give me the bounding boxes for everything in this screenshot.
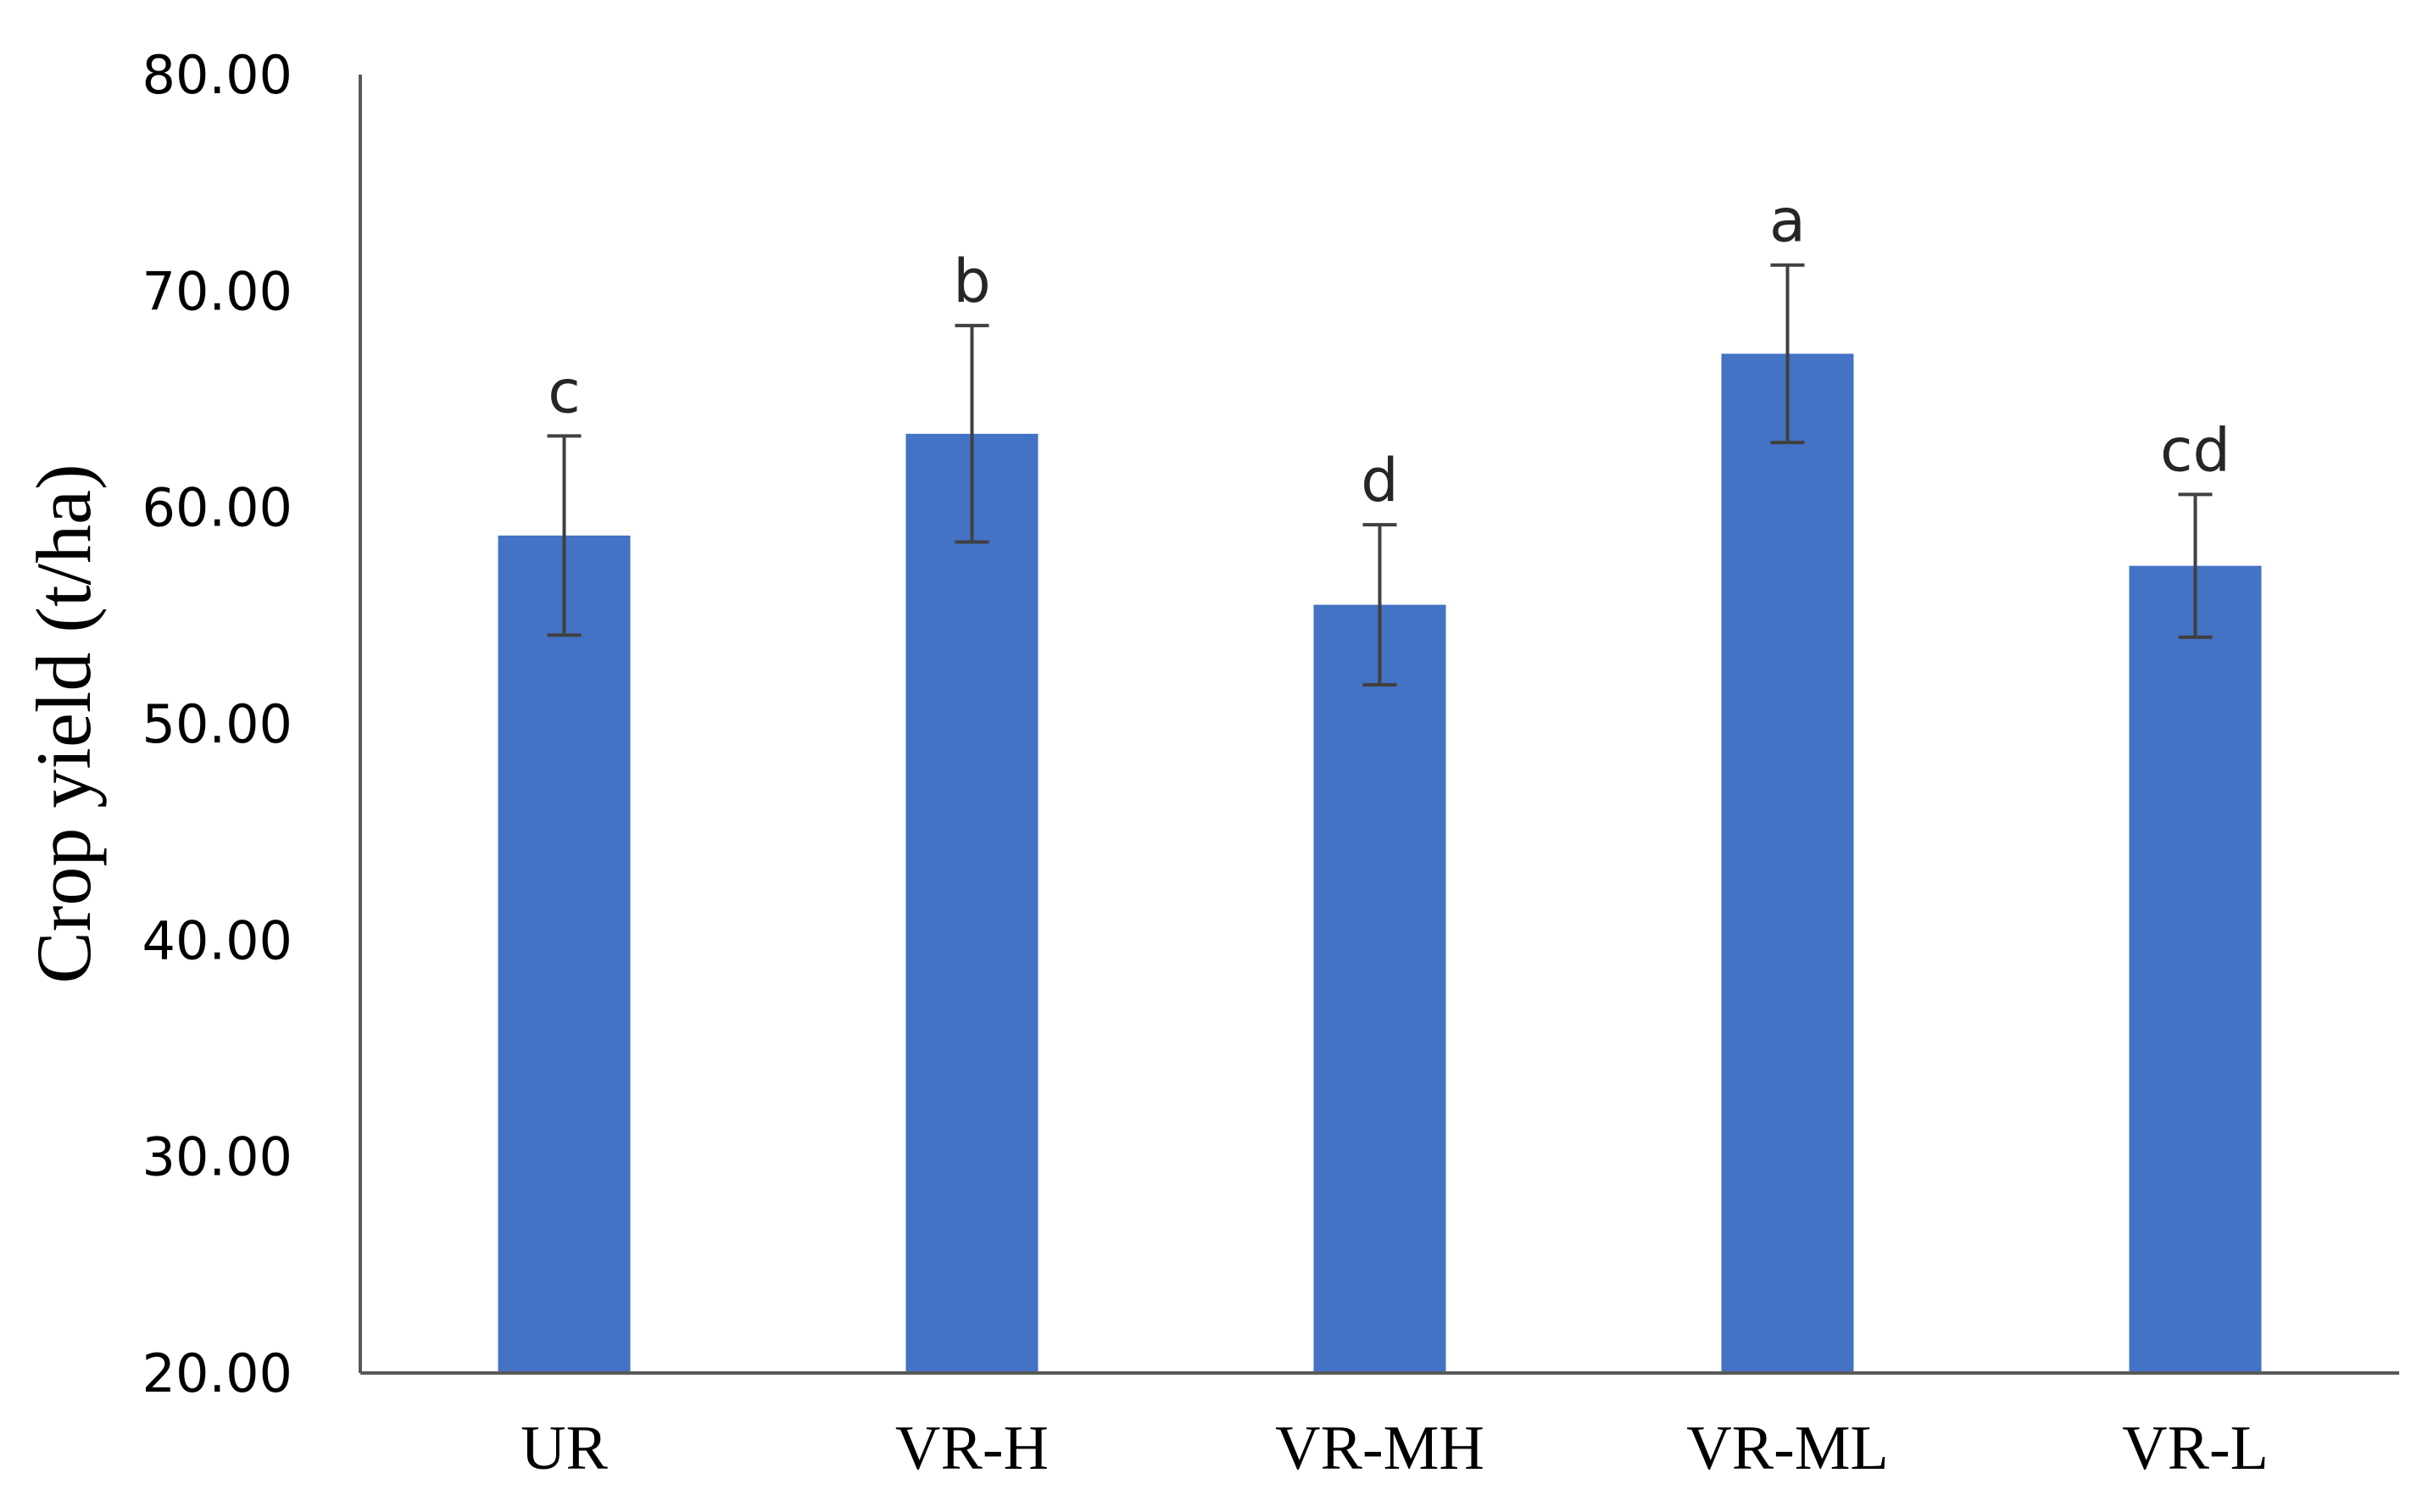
y-axis-label: Crop yield (t/ha) — [20, 464, 107, 983]
bar-vr-ml — [1721, 353, 1854, 1373]
x-tick-label: UR — [521, 1414, 608, 1483]
bar-vr-l — [2129, 565, 2262, 1373]
bar-ur — [498, 535, 631, 1373]
y-tick-label: 80.00 — [142, 44, 293, 106]
y-tick-label: 40.00 — [142, 909, 293, 971]
x-tick-label: VR-L — [2122, 1414, 2269, 1483]
bar-vr-mh — [1313, 604, 1446, 1373]
x-tick-label: VR-ML — [1686, 1414, 1888, 1483]
significance-label: a — [1769, 186, 1806, 256]
significance-label: d — [1361, 446, 1398, 515]
significance-label: b — [953, 247, 990, 316]
y-tick-label: 60.00 — [142, 477, 293, 539]
x-tick-label: VR-H — [895, 1414, 1049, 1483]
significance-labels: c b d a cd — [548, 186, 2230, 515]
error-bars — [547, 263, 2213, 687]
y-tick-label: 50.00 — [142, 693, 293, 755]
x-axis-ticks: UR VR-H VR-MH VR-ML VR-L — [521, 1414, 2269, 1483]
y-tick-label: 70.00 — [142, 260, 293, 322]
bars — [498, 353, 2262, 1374]
y-axis-ticks: 20.00 30.00 40.00 50.00 60.00 70.00 80.00 — [142, 44, 293, 1404]
significance-label: c — [548, 357, 581, 426]
x-tick-label: VR-MH — [1275, 1414, 1484, 1483]
bar-vr-h — [905, 433, 1039, 1374]
y-tick-label: 30.00 — [142, 1126, 293, 1188]
significance-label: cd — [2160, 415, 2230, 485]
y-tick-label: 20.00 — [142, 1342, 293, 1404]
